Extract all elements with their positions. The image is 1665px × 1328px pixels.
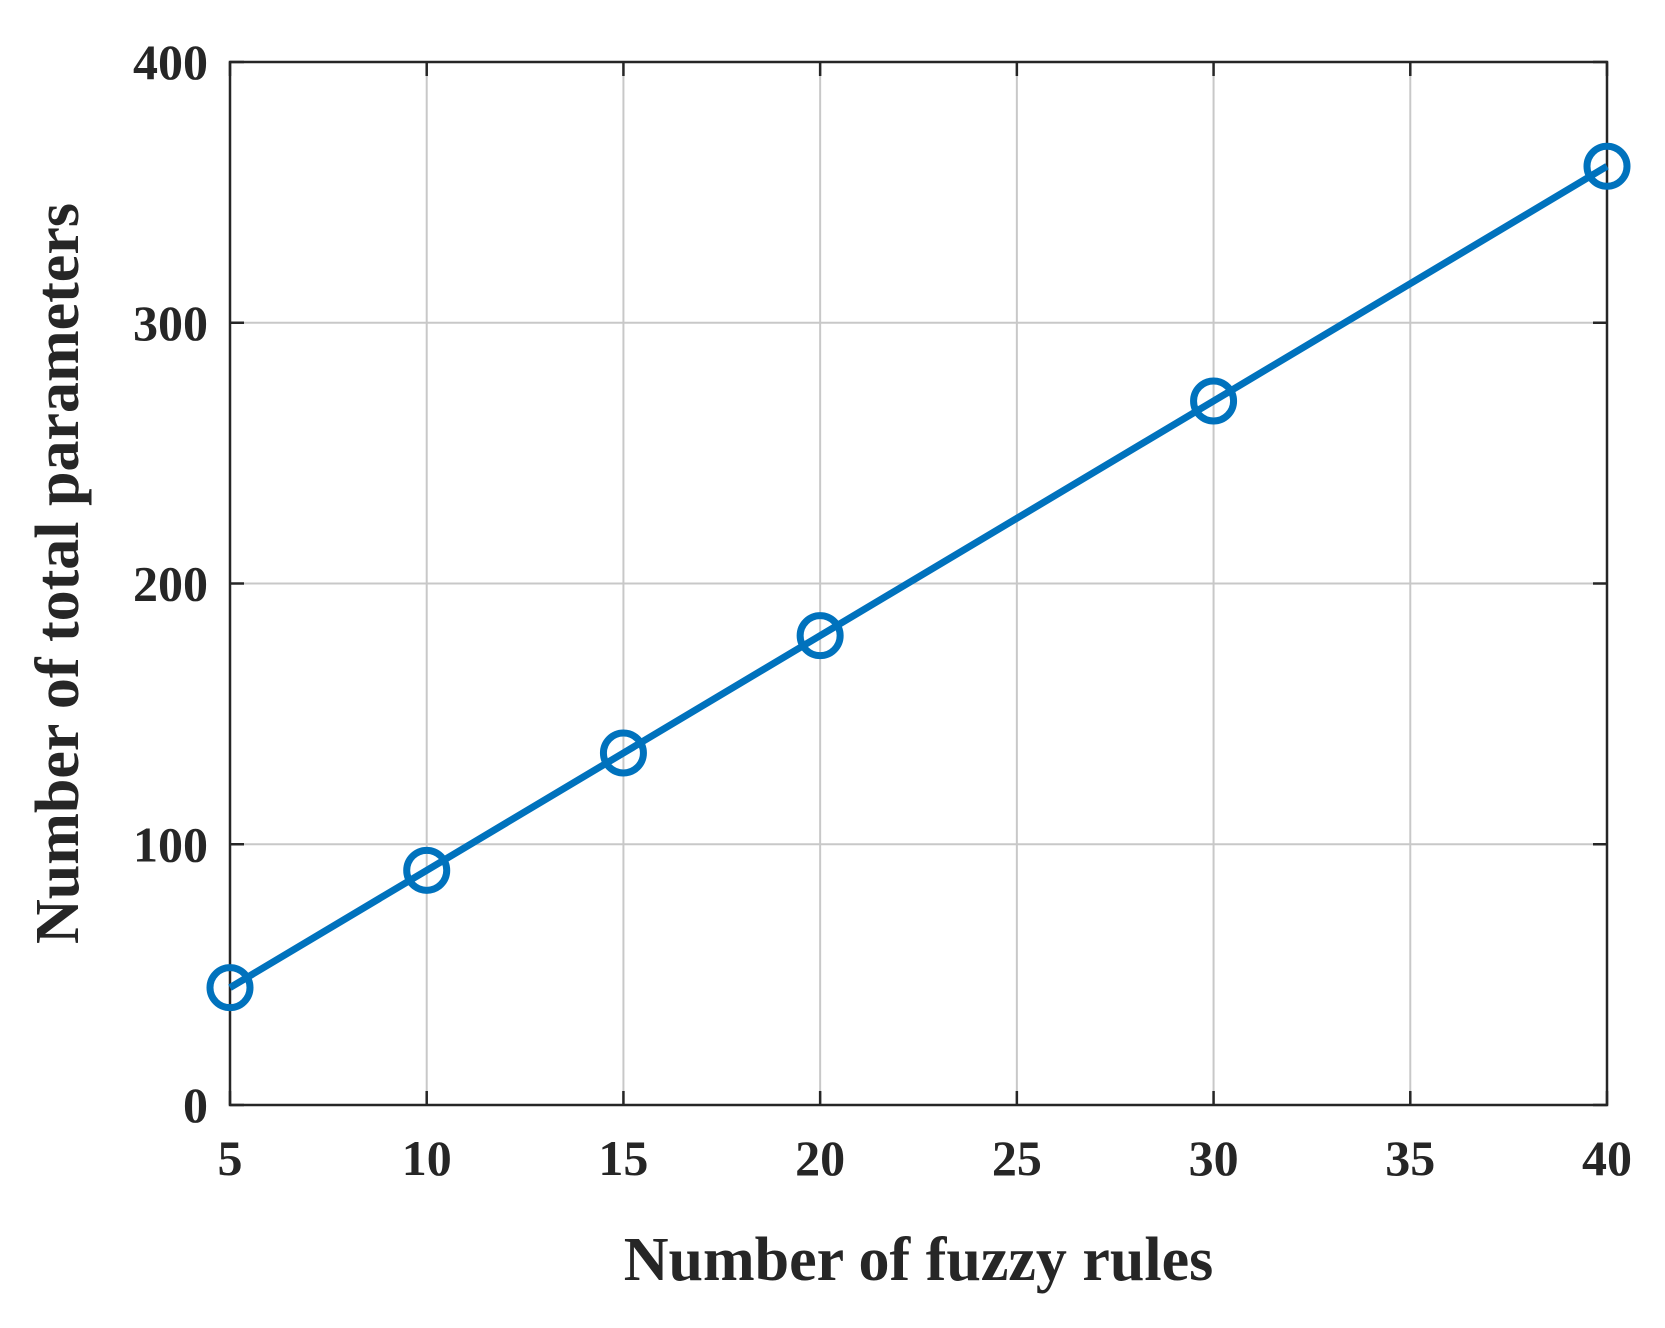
y-grid-lines (230, 321, 1607, 846)
data-point-marker (599, 729, 647, 777)
x-tick-label: 25 (992, 1130, 1042, 1186)
x-tick-label: 30 (1189, 1130, 1239, 1186)
data-point-marker (1190, 377, 1238, 425)
x-tick-label: 40 (1582, 1130, 1632, 1186)
x-tick-label: 15 (598, 1130, 648, 1186)
x-axis-label: Number of fuzzy rules (624, 1226, 1213, 1294)
x-tick-label: 20 (795, 1130, 845, 1186)
y-tick-label: 300 (133, 295, 208, 351)
x-tick-label: 5 (218, 1130, 243, 1186)
x-tick-labels: 5 10 15 20 25 30 35 40 (218, 1130, 1633, 1186)
data-point-marker (1583, 142, 1631, 190)
plot-frame (228, 60, 1609, 1107)
series-layer (206, 142, 1631, 1012)
x-tick-label: 35 (1385, 1130, 1435, 1186)
data-point-marker (206, 964, 254, 1012)
y-tick-label: 200 (133, 556, 208, 612)
y-tick-labels: 0 100 200 300 400 (133, 34, 208, 1133)
y-axis-label: Number of total parameters (24, 203, 92, 944)
y-tick-label: 100 (133, 816, 208, 872)
data-point-marker (403, 846, 451, 894)
y-tick-label: 0 (183, 1077, 208, 1133)
x-tick-label: 10 (402, 1130, 452, 1186)
data-point-marker (796, 612, 844, 660)
series-line (228, 163, 1609, 991)
y-tick-label: 400 (133, 34, 208, 90)
